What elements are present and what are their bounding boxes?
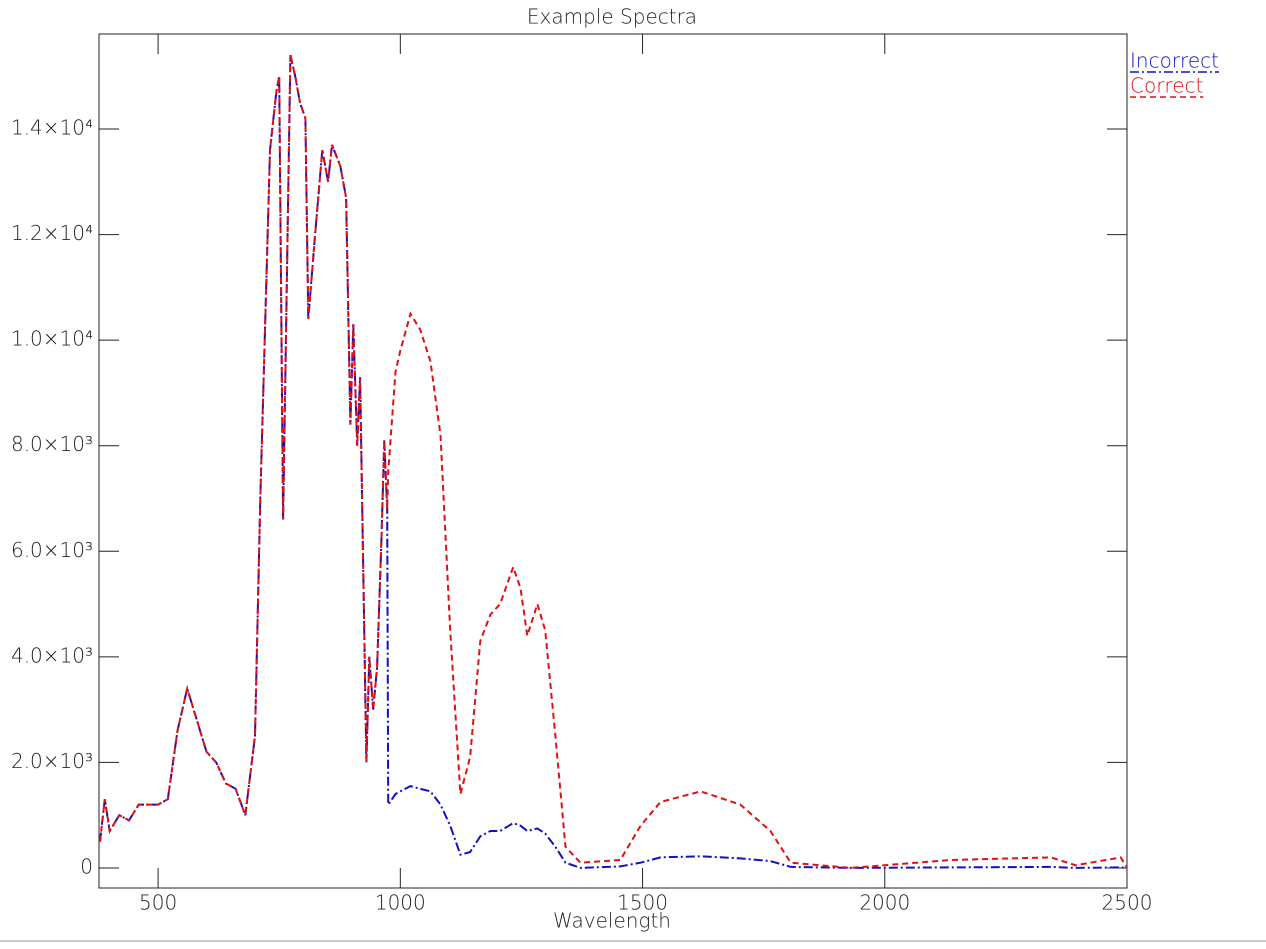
x-tick-label: 2500: [1102, 891, 1153, 915]
y-tick-label: 1.4×10⁴: [11, 116, 93, 140]
y-tick-label: 1.0×10⁴: [11, 327, 93, 351]
legend-label: Incorrect: [1130, 49, 1219, 73]
x-tick-label: 1000: [375, 891, 426, 915]
x-tick-label: 2000: [859, 891, 910, 915]
y-tick-label: 8.0×10³: [11, 432, 93, 456]
y-tick-label: 1.2×10⁴: [11, 221, 93, 245]
y-tick-label: 0: [80, 854, 93, 878]
plot-frame: [98, 33, 1128, 889]
y-tick-label: 4.0×10³: [11, 643, 93, 667]
series-line: [99, 54, 1128, 869]
y-tick-label: 2.0×10³: [11, 749, 93, 773]
x-axis-label: Wavelength: [553, 909, 671, 933]
x-tick-label: 1500: [617, 891, 668, 915]
y-tick-label: 6.0×10³: [11, 538, 93, 562]
legend-label: Correct: [1130, 74, 1203, 98]
chart-title: Example Spectra: [527, 5, 697, 29]
x-tick-label: 500: [139, 891, 177, 915]
